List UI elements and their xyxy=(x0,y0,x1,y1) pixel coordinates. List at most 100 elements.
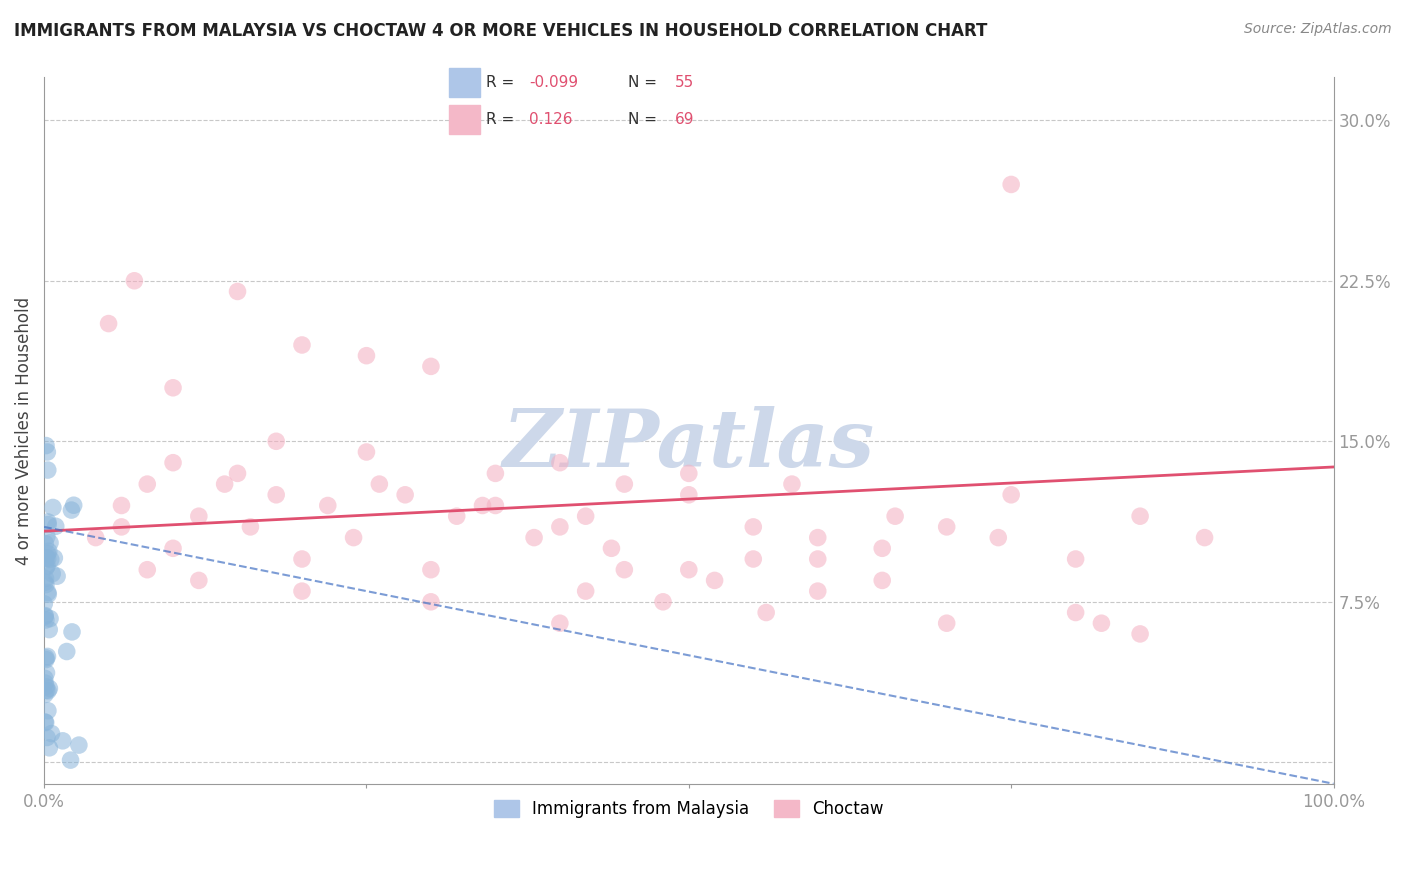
Point xyxy=(187,509,209,524)
Text: 0.126: 0.126 xyxy=(530,112,574,127)
Point xyxy=(291,552,314,566)
Point xyxy=(37,587,59,601)
Point xyxy=(136,563,159,577)
Point xyxy=(67,738,90,752)
Point xyxy=(678,563,700,577)
Point xyxy=(419,563,441,577)
Point xyxy=(807,531,830,545)
Point xyxy=(34,572,56,586)
Point xyxy=(1064,606,1087,620)
Point xyxy=(59,753,82,767)
Text: IMMIGRANTS FROM MALAYSIA VS CHOCTAW 4 OR MORE VEHICLES IN HOUSEHOLD CORRELATION : IMMIGRANTS FROM MALAYSIA VS CHOCTAW 4 OR… xyxy=(14,22,987,40)
Point xyxy=(394,488,416,502)
Point xyxy=(291,584,314,599)
Point xyxy=(703,574,725,588)
Point xyxy=(987,531,1010,545)
Text: -0.099: -0.099 xyxy=(530,75,579,90)
Point xyxy=(34,676,56,690)
Point xyxy=(807,584,830,599)
Point xyxy=(548,456,571,470)
Text: 69: 69 xyxy=(675,112,695,127)
Text: ZIPatlas: ZIPatlas xyxy=(503,406,875,483)
Point xyxy=(38,681,60,696)
Point xyxy=(652,595,675,609)
Point xyxy=(419,359,441,374)
Point xyxy=(42,500,65,515)
Point xyxy=(600,541,623,556)
Point xyxy=(870,574,893,588)
Point xyxy=(264,434,287,449)
Point xyxy=(37,704,59,718)
Point xyxy=(523,531,546,545)
Point xyxy=(214,477,236,491)
Point xyxy=(35,680,58,694)
Point xyxy=(884,509,907,524)
Point xyxy=(37,515,59,529)
Point xyxy=(613,563,636,577)
Point xyxy=(471,499,494,513)
Point xyxy=(575,509,598,524)
Point xyxy=(187,574,209,588)
Point xyxy=(575,584,598,599)
Point xyxy=(264,488,287,502)
Point xyxy=(37,463,59,477)
Point xyxy=(35,529,58,543)
Point xyxy=(35,651,58,665)
Text: 55: 55 xyxy=(675,75,695,90)
Point xyxy=(226,467,249,481)
Point xyxy=(136,477,159,491)
Point xyxy=(1129,627,1152,641)
Point xyxy=(1000,488,1022,502)
Text: N =: N = xyxy=(628,112,658,127)
Point xyxy=(110,499,132,513)
FancyBboxPatch shape xyxy=(449,68,479,96)
Point xyxy=(34,536,56,550)
Point xyxy=(356,445,378,459)
Point xyxy=(34,609,56,624)
Point xyxy=(110,520,132,534)
Point xyxy=(37,445,59,459)
Point xyxy=(84,531,107,545)
Point xyxy=(37,547,59,561)
Point xyxy=(34,715,56,730)
Point xyxy=(935,520,957,534)
Point xyxy=(39,552,62,566)
Point xyxy=(742,520,765,534)
Point xyxy=(35,683,58,698)
Point xyxy=(342,531,364,545)
Point xyxy=(37,683,59,698)
Point xyxy=(870,541,893,556)
Point xyxy=(41,726,63,740)
Point xyxy=(35,560,58,574)
Point xyxy=(39,611,62,625)
Point xyxy=(52,734,75,748)
Point xyxy=(162,456,184,470)
Text: Source: ZipAtlas.com: Source: ZipAtlas.com xyxy=(1244,22,1392,37)
Point xyxy=(484,467,506,481)
Point xyxy=(60,503,83,517)
Point xyxy=(38,623,60,637)
Point xyxy=(1064,552,1087,566)
Point xyxy=(62,498,84,512)
Point xyxy=(34,714,56,729)
FancyBboxPatch shape xyxy=(449,105,479,134)
Point xyxy=(419,595,441,609)
Point xyxy=(1090,616,1112,631)
Point xyxy=(1000,178,1022,192)
Point xyxy=(32,597,55,611)
Point xyxy=(35,665,58,680)
Point xyxy=(45,519,67,533)
Point xyxy=(37,551,59,566)
Point xyxy=(484,499,506,513)
Point xyxy=(34,608,56,623)
Point xyxy=(356,349,378,363)
Point xyxy=(291,338,314,352)
Point xyxy=(1129,509,1152,524)
Point xyxy=(239,520,262,534)
Point xyxy=(35,577,58,591)
Point xyxy=(46,569,69,583)
Point xyxy=(780,477,803,491)
Point xyxy=(162,381,184,395)
Y-axis label: 4 or more Vehicles in Household: 4 or more Vehicles in Household xyxy=(15,296,32,565)
Point xyxy=(162,541,184,556)
